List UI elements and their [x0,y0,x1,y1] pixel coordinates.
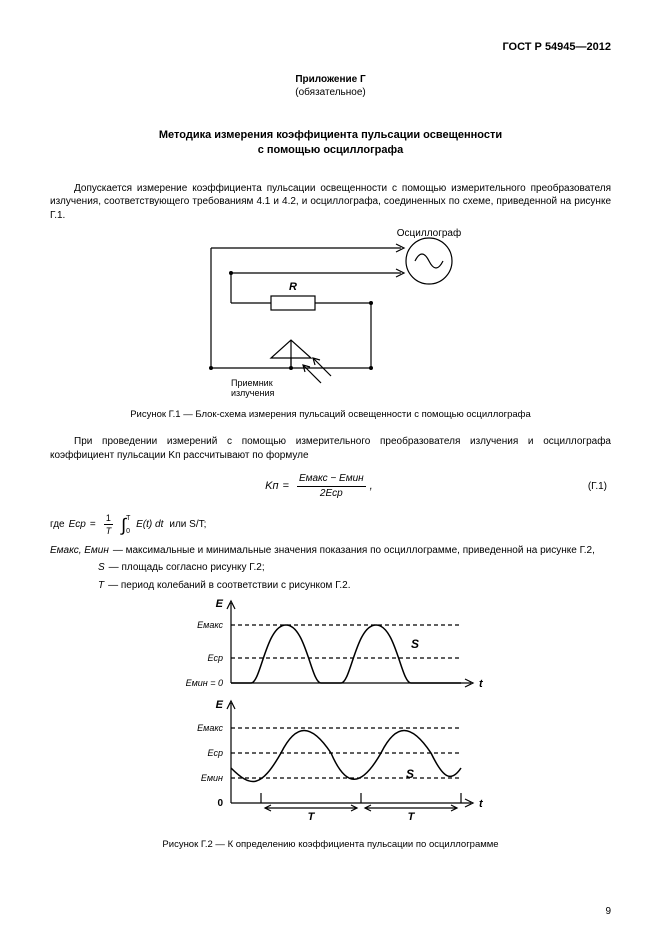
def-emax-emin: Eмакс, Eмин — максимальные и минимальные… [50,544,611,558]
e-axis-bot: E [215,699,223,711]
where-ecp: где Eср = 1T ∫ T 0 E(t) dt или S/T; [50,512,611,537]
where-lead: где [50,518,65,532]
def-t: T — период колебаний в соответствии с ри… [50,579,611,593]
period-T-2: T [407,811,415,823]
circuit-diagram-svg: Осциллограф R Приемник излучения [171,228,491,398]
figure-g1: Осциллограф R Приемник излучения Рисунок… [50,228,611,421]
annex-name: Приложение Г [50,73,611,87]
figure-g2-caption: Рисунок Г.2 — К определению коэффициента… [50,839,611,852]
title-line-1: Методика измерения коэффициента пульсаци… [159,129,502,141]
period-T-1: T [307,811,315,823]
formula-g1: Kп = Eмакс − Eмин 2Eср , (Г.1) [50,472,611,500]
formula-number: (Г.1) [588,480,611,494]
section-title: Методика измерения коэффициента пульсаци… [50,128,611,158]
intro-paragraph: Допускается измерение коэффициента пульс… [50,182,611,223]
emax-label-top: Eмакс [197,620,223,630]
resistor-label: R [289,281,297,293]
s-label-top: S [411,637,419,651]
ecp-label-top: Eср [207,653,223,663]
emin0-label-top: Eмин = 0 [185,678,222,688]
emin-label-bot: Eмин [200,773,222,783]
e-axis-top: E [215,598,223,610]
formula-fraction: Eмакс − Eмин 2Eср [297,472,366,500]
def-s: S — площадь согласно рисунку Г.2; [50,561,611,575]
receiver-label-1: Приемник [231,378,273,388]
para-2: При проведении измерений с помощью измер… [50,435,611,462]
figure-g2: S E Eмакс Eср Eмин = 0 t [50,598,611,851]
ecp-label-bot: Eср [207,748,223,758]
document-id: ГОСТ Р 54945—2012 [50,40,611,55]
receiver-label-2: излучения [231,388,274,398]
t-axis-bot: t [479,798,484,810]
t-axis-top: t [479,678,484,690]
formula-lhs: Kп [265,479,278,494]
oscillogram-svg: S E Eмакс Eср Eмин = 0 t [161,598,501,828]
emax-label-bot: Eмакс [197,723,223,733]
figure-g1-caption: Рисунок Г.1 — Блок-схема измерения пульс… [50,409,611,422]
definitions: Eмакс, Eмин — максимальные и минимальные… [50,544,611,593]
page: ГОСТ Р 54945—2012 Приложение Г (обязател… [0,0,661,936]
annex-status: (обязательное) [50,86,611,100]
zero-label: 0 [217,798,223,809]
s-label-bot: S [406,767,414,781]
osc-label: Осциллограф [396,228,460,239]
title-line-2: с помощью осциллографа [258,144,404,156]
page-number: 9 [605,905,611,919]
annex-block: Приложение Г (обязательное) [50,73,611,100]
